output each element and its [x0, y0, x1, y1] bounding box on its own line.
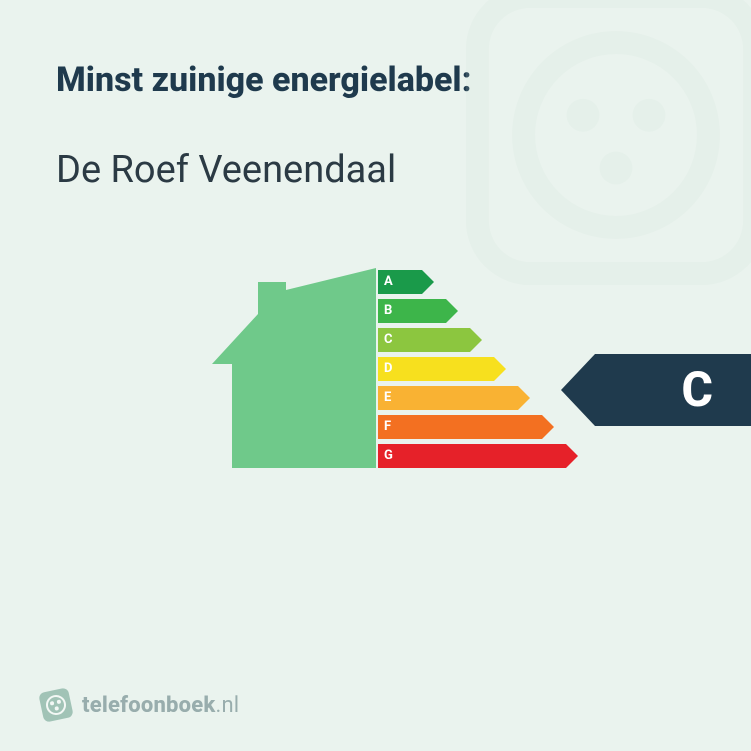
energy-bar-letter: E	[384, 386, 391, 410]
energy-bar-letter: G	[384, 444, 393, 468]
footer: telefoonboek.nl	[40, 689, 239, 721]
footer-brand-bold: telefoonboek	[82, 693, 215, 718]
energy-bar-letter: B	[384, 299, 392, 323]
energy-bar-b: B	[378, 299, 678, 323]
energy-bar-g: G	[378, 444, 678, 468]
indicator-shape	[561, 354, 751, 426]
energy-bar-c: C	[378, 328, 678, 352]
energy-bar-letter: C	[384, 328, 393, 352]
house-icon	[206, 268, 376, 468]
indicator-letter: C	[682, 354, 713, 426]
energy-bar-letter: F	[384, 415, 391, 439]
footer-brand-thin: .nl	[215, 693, 239, 718]
footer-logo-icon	[37, 686, 75, 724]
rating-indicator: C	[561, 354, 751, 426]
energy-bar-letter: A	[384, 270, 393, 294]
energy-bar-letter: D	[384, 357, 392, 381]
energy-bar-a: A	[378, 270, 678, 294]
footer-brand: telefoonboek.nl	[82, 693, 239, 718]
